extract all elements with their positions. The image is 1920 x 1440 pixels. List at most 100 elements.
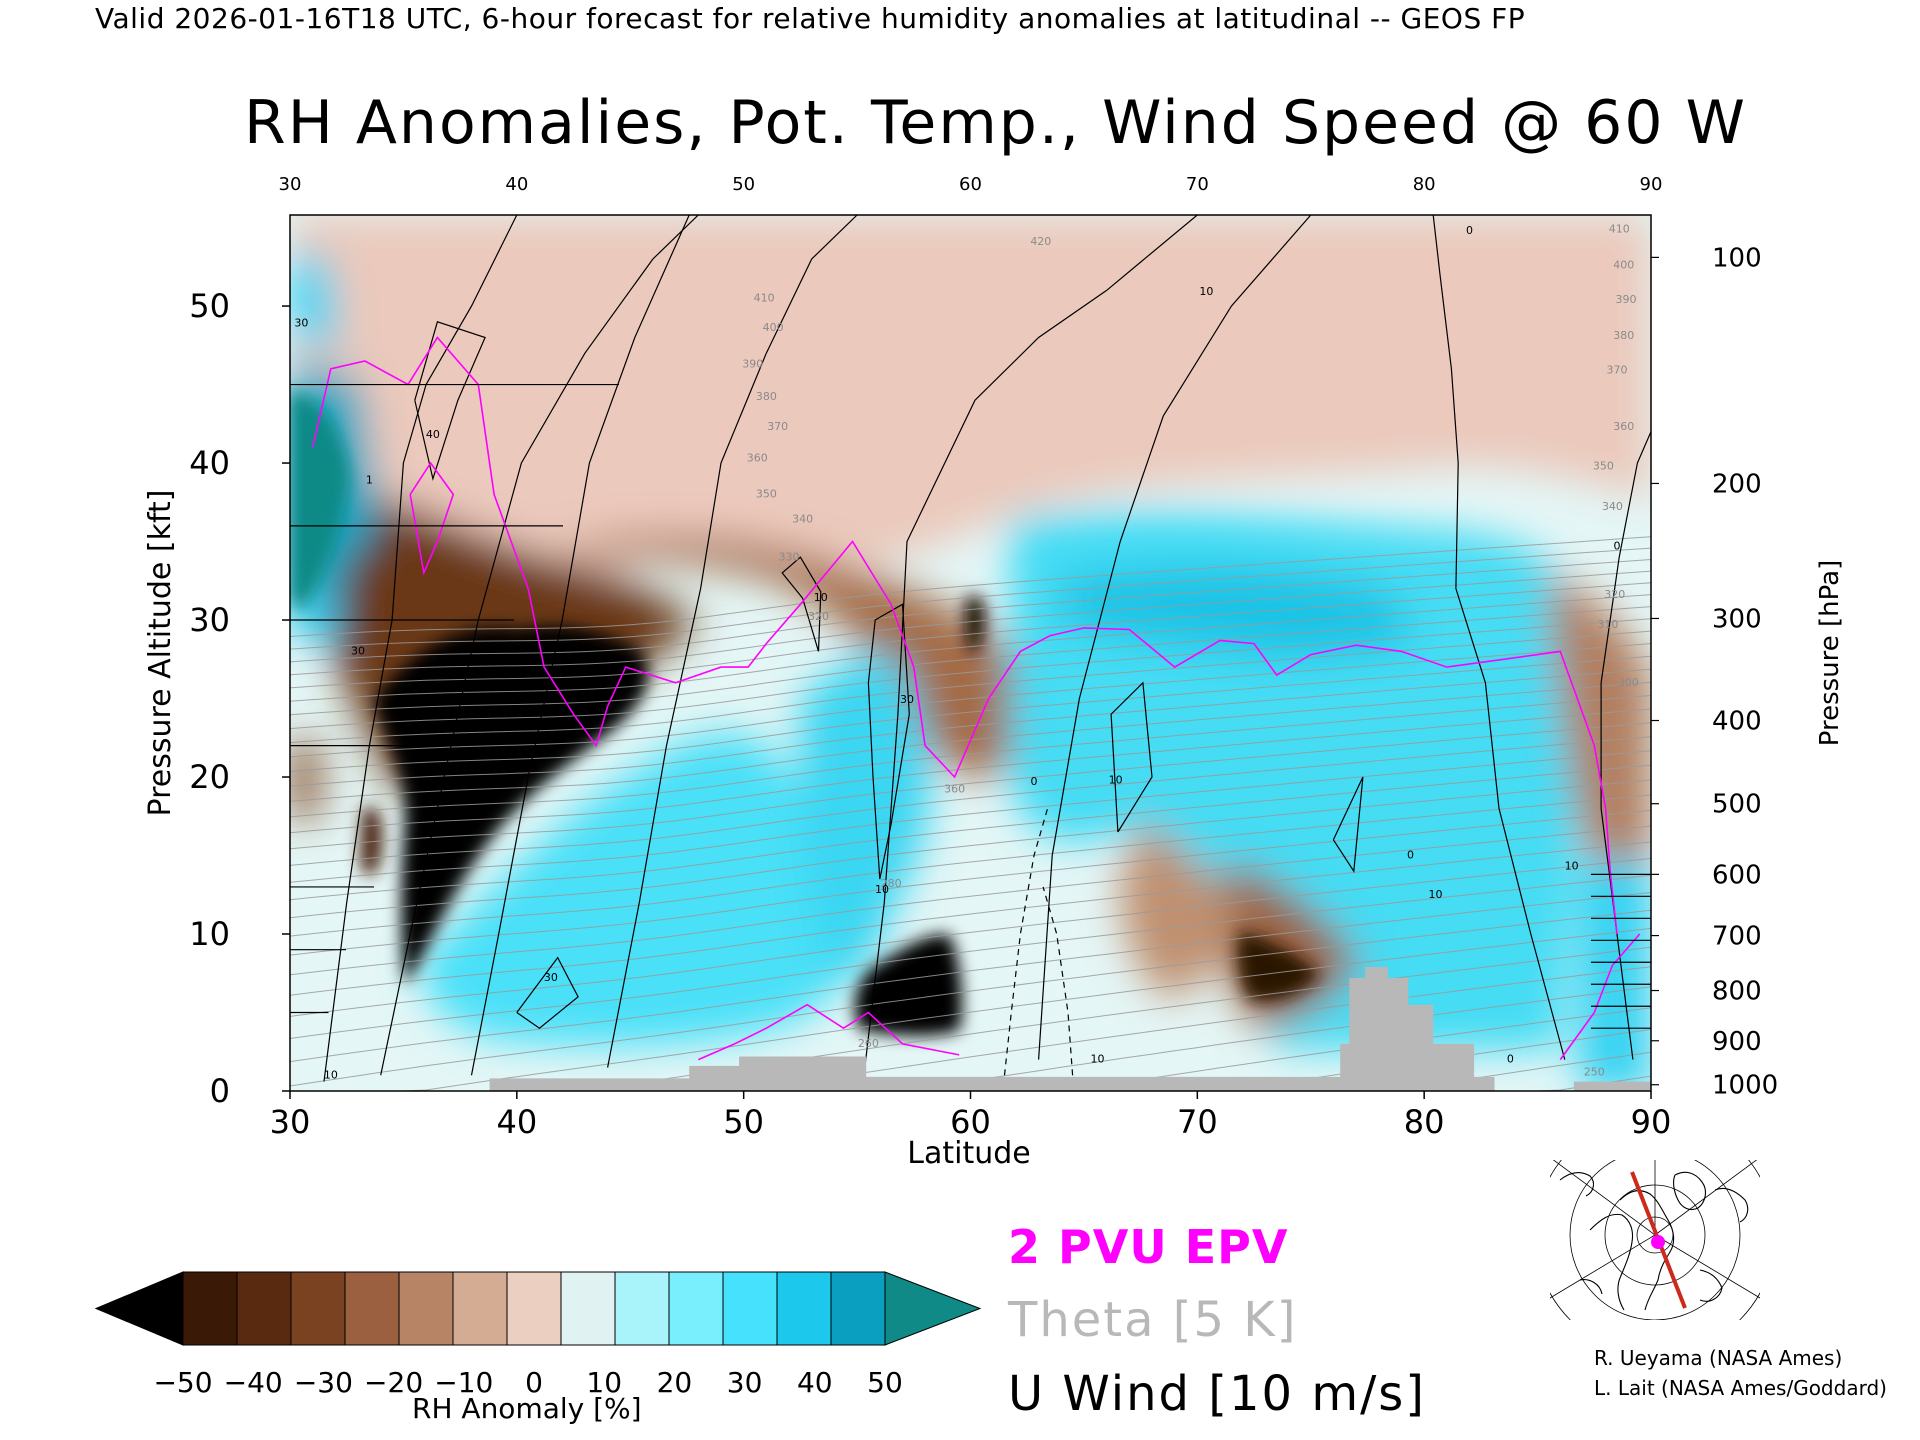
theta-contour: [290, 966, 1651, 1091]
u-wind-label: 40: [426, 428, 440, 441]
u-wind-contour-negative: [1042, 886, 1074, 1076]
colorbar-tick-label: −40: [224, 1366, 283, 1399]
theta-label: 380: [756, 390, 777, 403]
u-wind-contour: [414, 321, 486, 481]
x-top-tick-label: 70: [1186, 174, 1209, 195]
u-wind-contour: [1432, 215, 1566, 1060]
legend-epv: 2 PVU EPV: [1008, 1220, 1289, 1274]
colorbar-tick-label: 50: [867, 1366, 903, 1399]
theta-contour: [290, 708, 1651, 834]
theta-label: 260: [858, 1037, 879, 1050]
pressure-tick-label: 800: [1712, 977, 1762, 1007]
x-top-tick-label: 40: [505, 174, 528, 195]
inset-coastlines: [1559, 1171, 1749, 1311]
theta-label: 400: [763, 321, 784, 334]
theta-contour: [290, 594, 1651, 702]
x-tick-label: 50: [723, 1103, 764, 1141]
u-wind-contour: [380, 215, 699, 1076]
inset-graticule: [1550, 1160, 1760, 1320]
theta-contour: [290, 536, 1651, 637]
theta-label: 360: [747, 451, 768, 464]
theta-contour: [290, 559, 1651, 663]
theta-label: 390: [1616, 293, 1637, 306]
y-tick-label: 0: [210, 1072, 230, 1110]
y2-axis-label: Pressure [hPa]: [1815, 560, 1845, 747]
inset-locator-map: [1550, 1160, 1760, 1320]
colorbar-box: [452, 1271, 508, 1346]
theta-label: 360: [1613, 420, 1634, 433]
u-wind-label: 10: [1091, 1053, 1105, 1066]
theta-contour: [290, 779, 1651, 919]
theta-label: 390: [742, 357, 763, 370]
colorbar-tick-label: −10: [434, 1366, 493, 1399]
legend-uwind: U Wind [10 m/s]: [1008, 1366, 1427, 1422]
u-wind-label: 10: [1109, 773, 1123, 786]
credit-line-1: R. Ueyama (NASA Ames): [1594, 1346, 1843, 1370]
theta-contour: [290, 841, 1651, 996]
u-wind-label: 0: [1031, 775, 1038, 788]
colorbar-tick-label: −20: [364, 1366, 423, 1399]
colorbar-box: [776, 1271, 832, 1346]
x-top-tick-label: 50: [732, 174, 755, 195]
u-wind-label: 10: [1199, 285, 1213, 298]
theta-label: 370: [1606, 364, 1627, 377]
theta-contour: [290, 825, 1651, 976]
u-wind-label: 0: [1507, 1053, 1514, 1066]
colorbar-box: [290, 1271, 346, 1346]
pressure-tick-label: 300: [1712, 604, 1762, 634]
u-wind-label: 30: [900, 693, 914, 706]
theta-label: 340: [792, 513, 813, 526]
theta-contour: [290, 668, 1651, 787]
theta-contour: [290, 630, 1651, 744]
pressure-tick-label: 500: [1712, 790, 1762, 820]
theta-contour: [290, 794, 1651, 937]
theta-label: 320: [808, 610, 829, 623]
colorbar-box: [668, 1271, 724, 1346]
theta-label: 300: [1618, 676, 1639, 689]
u-wind-contour: [516, 956, 579, 1029]
u-wind-contour: [1038, 215, 1312, 1060]
theta-contour: [290, 874, 1651, 1039]
theta-label: 340: [1602, 500, 1623, 513]
x-top-tick-label: 30: [279, 174, 302, 195]
y-tick-label: 50: [189, 287, 230, 325]
theta-label: 400: [1613, 258, 1634, 271]
theta-contour: [290, 946, 1651, 1091]
colorbar-tick-label: 0: [525, 1366, 543, 1399]
x-axis-bottom-ticks: 30 40 50 60 70 80 90: [270, 1091, 1672, 1141]
theta-label: 360: [944, 783, 965, 796]
theta-contour: [290, 736, 1651, 866]
x-tick-label: 40: [496, 1103, 537, 1141]
u-wind-label: 10: [1565, 860, 1579, 873]
x-top-tick-label: 60: [959, 174, 982, 195]
x-tick-label: 80: [1404, 1103, 1445, 1141]
theta-label: 330: [779, 550, 800, 563]
pressure-tick-label: 1000: [1712, 1071, 1778, 1101]
theta-label: 420: [1030, 235, 1051, 248]
theta-contour-labels: 420 410 400 390 380 370 360 350 340 330 320 410 400 3…: [742, 222, 1639, 1078]
u-wind-contour: [470, 215, 690, 1076]
theta-label: 410: [1609, 222, 1630, 235]
colorbar-box: [506, 1271, 562, 1346]
x-axis-top-ticks: 30 40 50 60 70 80 90: [279, 174, 1663, 195]
epv-contour: [1559, 933, 1641, 1061]
u-wind-contour: [323, 215, 518, 1082]
theta-contour: [290, 570, 1651, 676]
theta-label: 350: [1593, 459, 1614, 472]
valid-line: Valid 2026-01-16T18 UTC, 6-hour forecast…: [95, 2, 1526, 35]
x-tick-label: 90: [1631, 1103, 1672, 1141]
y-tick-label: 30: [189, 601, 230, 639]
y-axis-right-pressure-ticks: 100 200 300 400 500 600 700 800 900 1000: [1651, 243, 1778, 1101]
theta-label: 370: [767, 420, 788, 433]
legend-theta: Theta [5 K]: [1008, 1292, 1298, 1348]
colorbar-box: [614, 1271, 670, 1346]
u-wind-label: 10: [814, 591, 828, 604]
x-top-tick-label: 90: [1640, 174, 1663, 195]
u-wind-label: 10: [1429, 888, 1443, 901]
colorbar-box: [398, 1271, 454, 1346]
theta-contour: [290, 695, 1651, 818]
colorbar-box: [236, 1271, 292, 1346]
u-wind-contour-labels: 0 10 40 10 30 30 0 10 0 10 10 10 30 10 10 0 0 30 1: [294, 224, 1620, 1082]
colorbar-tick-label: 30: [727, 1366, 763, 1399]
pressure-tick-label: 200: [1712, 469, 1762, 499]
